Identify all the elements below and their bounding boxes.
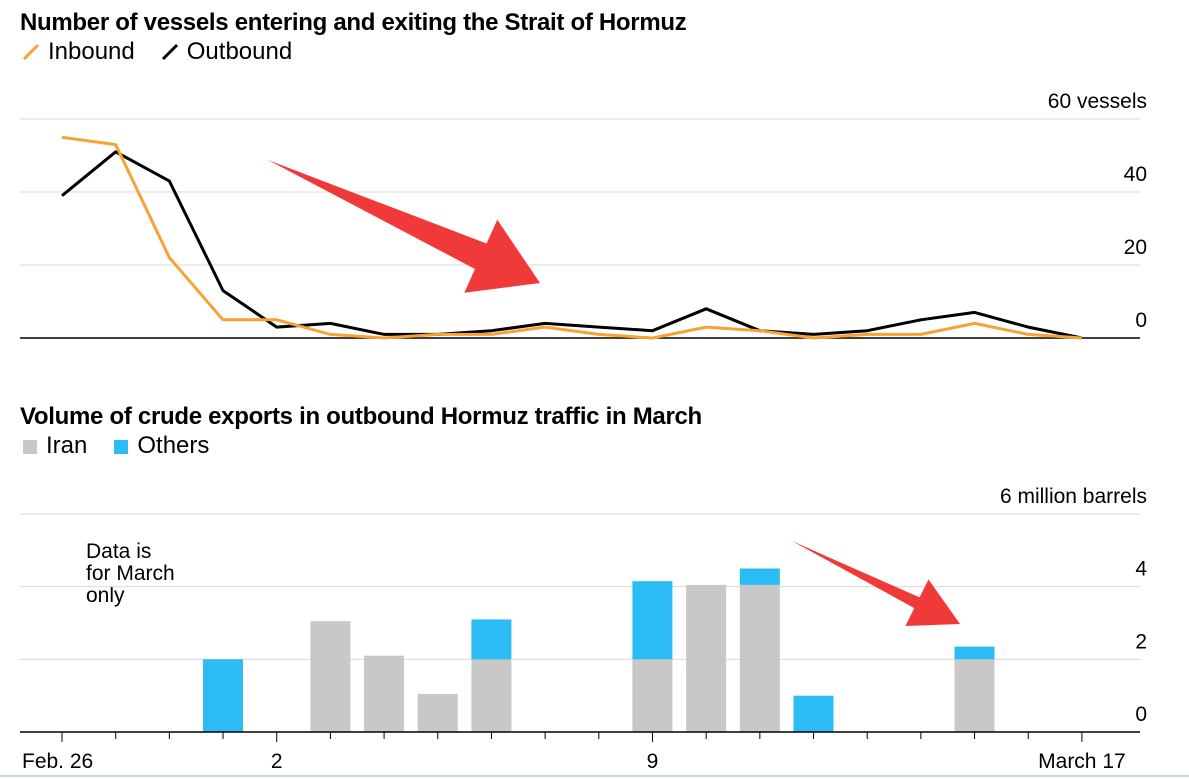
x-tick-label: 9 [647,750,659,773]
x-tick-label: March 17 [1038,750,1126,773]
x-tick-label: 2 [271,750,283,773]
line-chart-y-ticks: 60 vessels 40 20 0 [1048,90,1147,332]
bar-chart-x-axis: Feb. 26 2 9 March 17 [20,731,1140,773]
line-chart-legend: Inbound Outbound [22,38,318,66]
x-tick-label: Feb. 26 [22,750,93,773]
bar-others [203,659,243,732]
bar-chart-title: Volume of crude exports in outbound Horm… [20,403,702,430]
bar-chart-grid [20,513,1140,660]
iran-swatch-icon [23,440,37,454]
bar-iran [686,584,727,732]
legend-label-others: Others [137,432,210,459]
legend-item-inbound: Inbound [22,38,135,66]
line-chart-title: Number of vessels entering and exiting t… [20,9,687,36]
bar-chart-legend: Iran Others [22,432,235,460]
series-line-outbound [61,150,1083,340]
bar-others [632,581,673,660]
bar-y-tick-label: 2 [1135,630,1147,653]
line-chart-grid [20,118,1140,339]
annotation-arrow-top [268,160,540,293]
legend-item-outbound: Outbound [161,38,292,66]
bar-chart-y-ticks: 6 million barrels 4 2 0 [1000,485,1147,726]
bar-chart-bars [203,568,995,732]
bar-others [954,646,995,660]
bar-iran [310,621,351,732]
bar-iran [954,659,995,732]
bar-others [739,568,780,585]
bar-others [793,695,834,732]
series-line-inbound [61,135,1083,340]
bar-iran [632,659,673,732]
line-chart-series [61,135,1083,340]
line-y-tick-label: 40 [1124,163,1147,186]
bar-y-tick-label: 0 [1135,703,1147,726]
line-y-tick-label: 60 vessels [1048,90,1147,113]
inbound-swatch-icon [22,43,40,61]
annotation-arrow-bottom [792,541,960,626]
bar-y-tick-label: 6 million barrels [1000,485,1147,508]
bar-iran [739,584,780,732]
legend-item-iran: Iran [22,432,87,460]
others-swatch-icon [114,440,129,454]
line-y-tick-label: 20 [1124,236,1147,259]
annotation-arrows [268,160,960,626]
legend-label-iran: Iran [46,432,88,459]
bar-iran [364,655,404,732]
bar-iran [417,693,458,732]
bar-y-tick-label: 4 [1135,558,1147,581]
legend-label-inbound: Inbound [48,38,135,65]
bar-others [471,619,512,660]
legend-label-outbound: Outbound [186,38,293,65]
bar-iran [471,659,512,732]
legend-item-others: Others [113,432,209,460]
outbound-swatch-icon [161,43,178,61]
line-y-tick-label: 0 [1135,309,1147,332]
bar-chart-note: Data is for March only [86,540,175,607]
bottom-border [0,775,1189,777]
